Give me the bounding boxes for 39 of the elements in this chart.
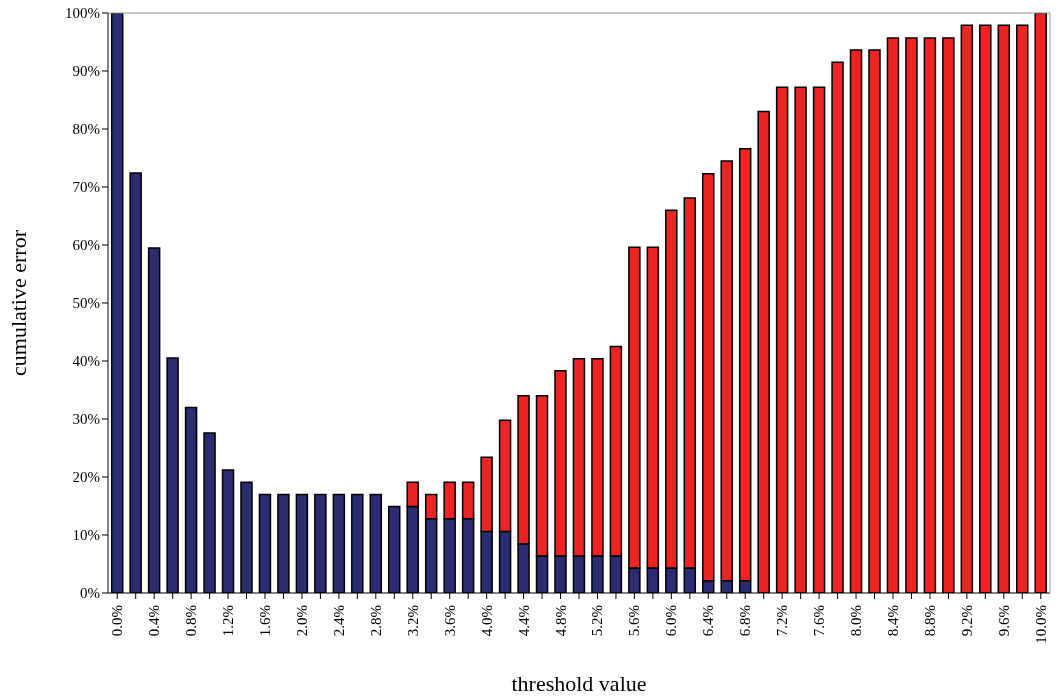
y-tick-label: 60% bbox=[72, 237, 100, 254]
y-tick-label: 10% bbox=[72, 527, 100, 544]
y-tick-label: 80% bbox=[72, 121, 100, 138]
y-tick-label: 50% bbox=[72, 295, 100, 312]
y-tick-label: 0% bbox=[80, 585, 100, 602]
x-tick-label: 3.2% bbox=[404, 605, 421, 637]
x-tick-label: 8.4% bbox=[885, 605, 901, 637]
x-tick-label: 0.0% bbox=[109, 605, 126, 637]
x-tick-label: 1.2% bbox=[220, 605, 237, 637]
x-axis-title: threshold value bbox=[511, 670, 647, 696]
x-tick-label: 0.8% bbox=[183, 605, 200, 637]
x-tick-label: 5.2% bbox=[589, 605, 606, 637]
x-tick-label: 10.0% bbox=[1032, 605, 1049, 644]
x-tick-label: 7.6% bbox=[811, 605, 828, 637]
x-tick-label: 2.4% bbox=[330, 605, 347, 637]
x-tick-label: 6.0% bbox=[663, 605, 680, 637]
y-tick-label: 70% bbox=[72, 179, 100, 196]
x-tick-label: 2.8% bbox=[367, 605, 384, 637]
x-tick-label: 8.8% bbox=[921, 605, 938, 637]
x-tick-label: 4.8% bbox=[552, 605, 569, 637]
x-tick-label: 9.6% bbox=[995, 605, 1012, 637]
y-tick-label: 40% bbox=[72, 353, 100, 370]
x-tick-label: 6.4% bbox=[700, 605, 717, 637]
x-tick-label: 4.0% bbox=[478, 605, 495, 637]
x-tick-label: 8.0% bbox=[848, 605, 865, 637]
x-tick-label: 6.8% bbox=[737, 605, 754, 637]
x-tick-label: 9.2% bbox=[958, 605, 975, 637]
y-tick-label: 20% bbox=[72, 469, 100, 486]
y-tick-label: 30% bbox=[72, 411, 100, 428]
x-tick-label: 2.0% bbox=[293, 605, 310, 637]
x-tick-label: 5.6% bbox=[626, 605, 643, 637]
x-tick-label: 4.4% bbox=[515, 605, 532, 637]
x-tick-label: 1.6% bbox=[257, 605, 273, 637]
y-tick-label: 100% bbox=[65, 5, 100, 22]
x-tick-label: 0.4% bbox=[146, 605, 163, 637]
y-tick-label: 90% bbox=[72, 63, 100, 80]
y-axis-title: cumulative error bbox=[5, 229, 31, 376]
x-tick-label: 7.2% bbox=[774, 605, 791, 637]
x-tick-label: 3.6% bbox=[441, 605, 458, 637]
